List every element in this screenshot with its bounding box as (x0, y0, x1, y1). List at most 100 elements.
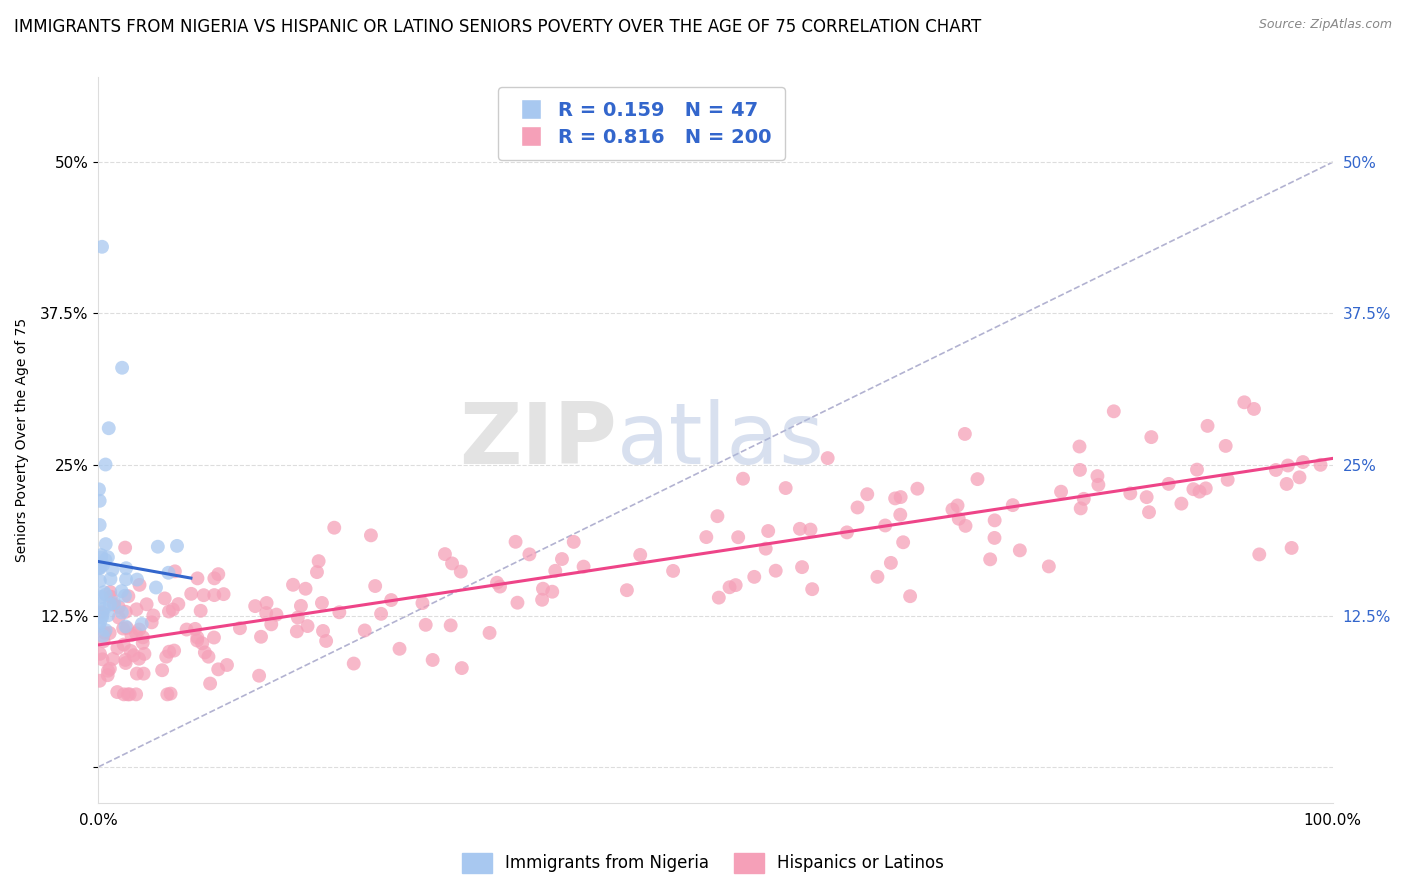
Point (112, 622, 135, 636)
Point (948, 512, 970, 526)
Point (125, 626, 148, 640)
Point (193, 588, 215, 602)
Point (114, 653, 136, 667)
Point (212, 587, 235, 601)
Point (875, 518, 897, 533)
Point (122, 648, 145, 663)
Point (790, 560, 813, 574)
Point (1292, 455, 1315, 469)
Point (114, 656, 136, 670)
Point (97, 421, 120, 435)
Point (364, 579, 387, 593)
Point (1216, 473, 1239, 487)
Point (93, 625, 115, 640)
Point (628, 548, 651, 562)
Point (941, 502, 963, 516)
Point (167, 597, 190, 611)
Point (243, 599, 266, 613)
Point (370, 607, 392, 621)
Point (311, 596, 333, 610)
Point (215, 658, 238, 673)
Point (91, 652, 114, 666)
Point (285, 624, 308, 639)
Point (898, 589, 921, 603)
Point (315, 634, 337, 648)
Point (1182, 482, 1205, 496)
Point (1157, 476, 1180, 491)
Legend: R = 0.159   N = 47, R = 0.816   N = 200: R = 0.159 N = 47, R = 0.816 N = 200 (498, 87, 785, 161)
Point (145, 581, 167, 595)
Point (202, 588, 225, 602)
Point (89, 493, 111, 508)
Point (433, 547, 456, 561)
Point (120, 628, 142, 642)
Point (1119, 486, 1142, 500)
Point (89, 615, 111, 630)
Point (118, 687, 141, 701)
Point (360, 528, 382, 542)
Point (98, 585, 121, 599)
Point (1197, 418, 1219, 433)
Point (531, 592, 554, 607)
Point (519, 547, 541, 561)
Point (506, 596, 529, 610)
Point (131, 636, 153, 650)
Point (159, 687, 181, 701)
Point (163, 643, 186, 657)
Point (103, 596, 125, 610)
Point (207, 662, 229, 676)
Point (1264, 463, 1286, 477)
Point (198, 676, 221, 690)
Point (880, 556, 903, 570)
Point (1233, 395, 1256, 409)
Text: atlas: atlas (617, 399, 825, 482)
Point (207, 567, 229, 582)
Point (727, 530, 749, 544)
Point (305, 565, 328, 579)
Point (983, 513, 1005, 527)
Point (93, 634, 115, 648)
Point (1215, 439, 1237, 453)
Point (290, 599, 312, 613)
Point (450, 565, 472, 579)
Point (789, 522, 811, 536)
Point (89, 557, 111, 571)
Point (256, 596, 278, 610)
Point (380, 593, 402, 607)
Point (87, 483, 110, 497)
Point (707, 591, 730, 605)
Text: Source: ZipAtlas.com: Source: ZipAtlas.com (1258, 18, 1392, 31)
Point (91, 607, 114, 622)
Point (186, 633, 208, 648)
Point (90, 550, 112, 565)
Point (884, 491, 907, 506)
Point (562, 534, 585, 549)
Point (706, 509, 728, 524)
Point (162, 602, 184, 616)
Point (180, 587, 202, 601)
Point (478, 626, 501, 640)
Point (846, 500, 869, 515)
Point (107, 599, 129, 614)
Point (1038, 559, 1060, 574)
Point (153, 591, 176, 606)
Point (287, 610, 309, 624)
Point (505, 534, 527, 549)
Point (98, 626, 121, 640)
Point (91, 240, 114, 254)
Point (191, 636, 214, 650)
Point (142, 608, 165, 623)
Point (485, 575, 508, 590)
Point (1050, 484, 1073, 499)
Point (97, 608, 120, 623)
Point (91, 629, 114, 643)
Point (1170, 497, 1192, 511)
Point (1001, 498, 1024, 512)
Point (308, 554, 330, 568)
Point (890, 490, 912, 504)
Point (229, 621, 252, 635)
Point (111, 606, 134, 620)
Point (87, 560, 110, 574)
Point (353, 624, 375, 638)
Point (544, 564, 567, 578)
